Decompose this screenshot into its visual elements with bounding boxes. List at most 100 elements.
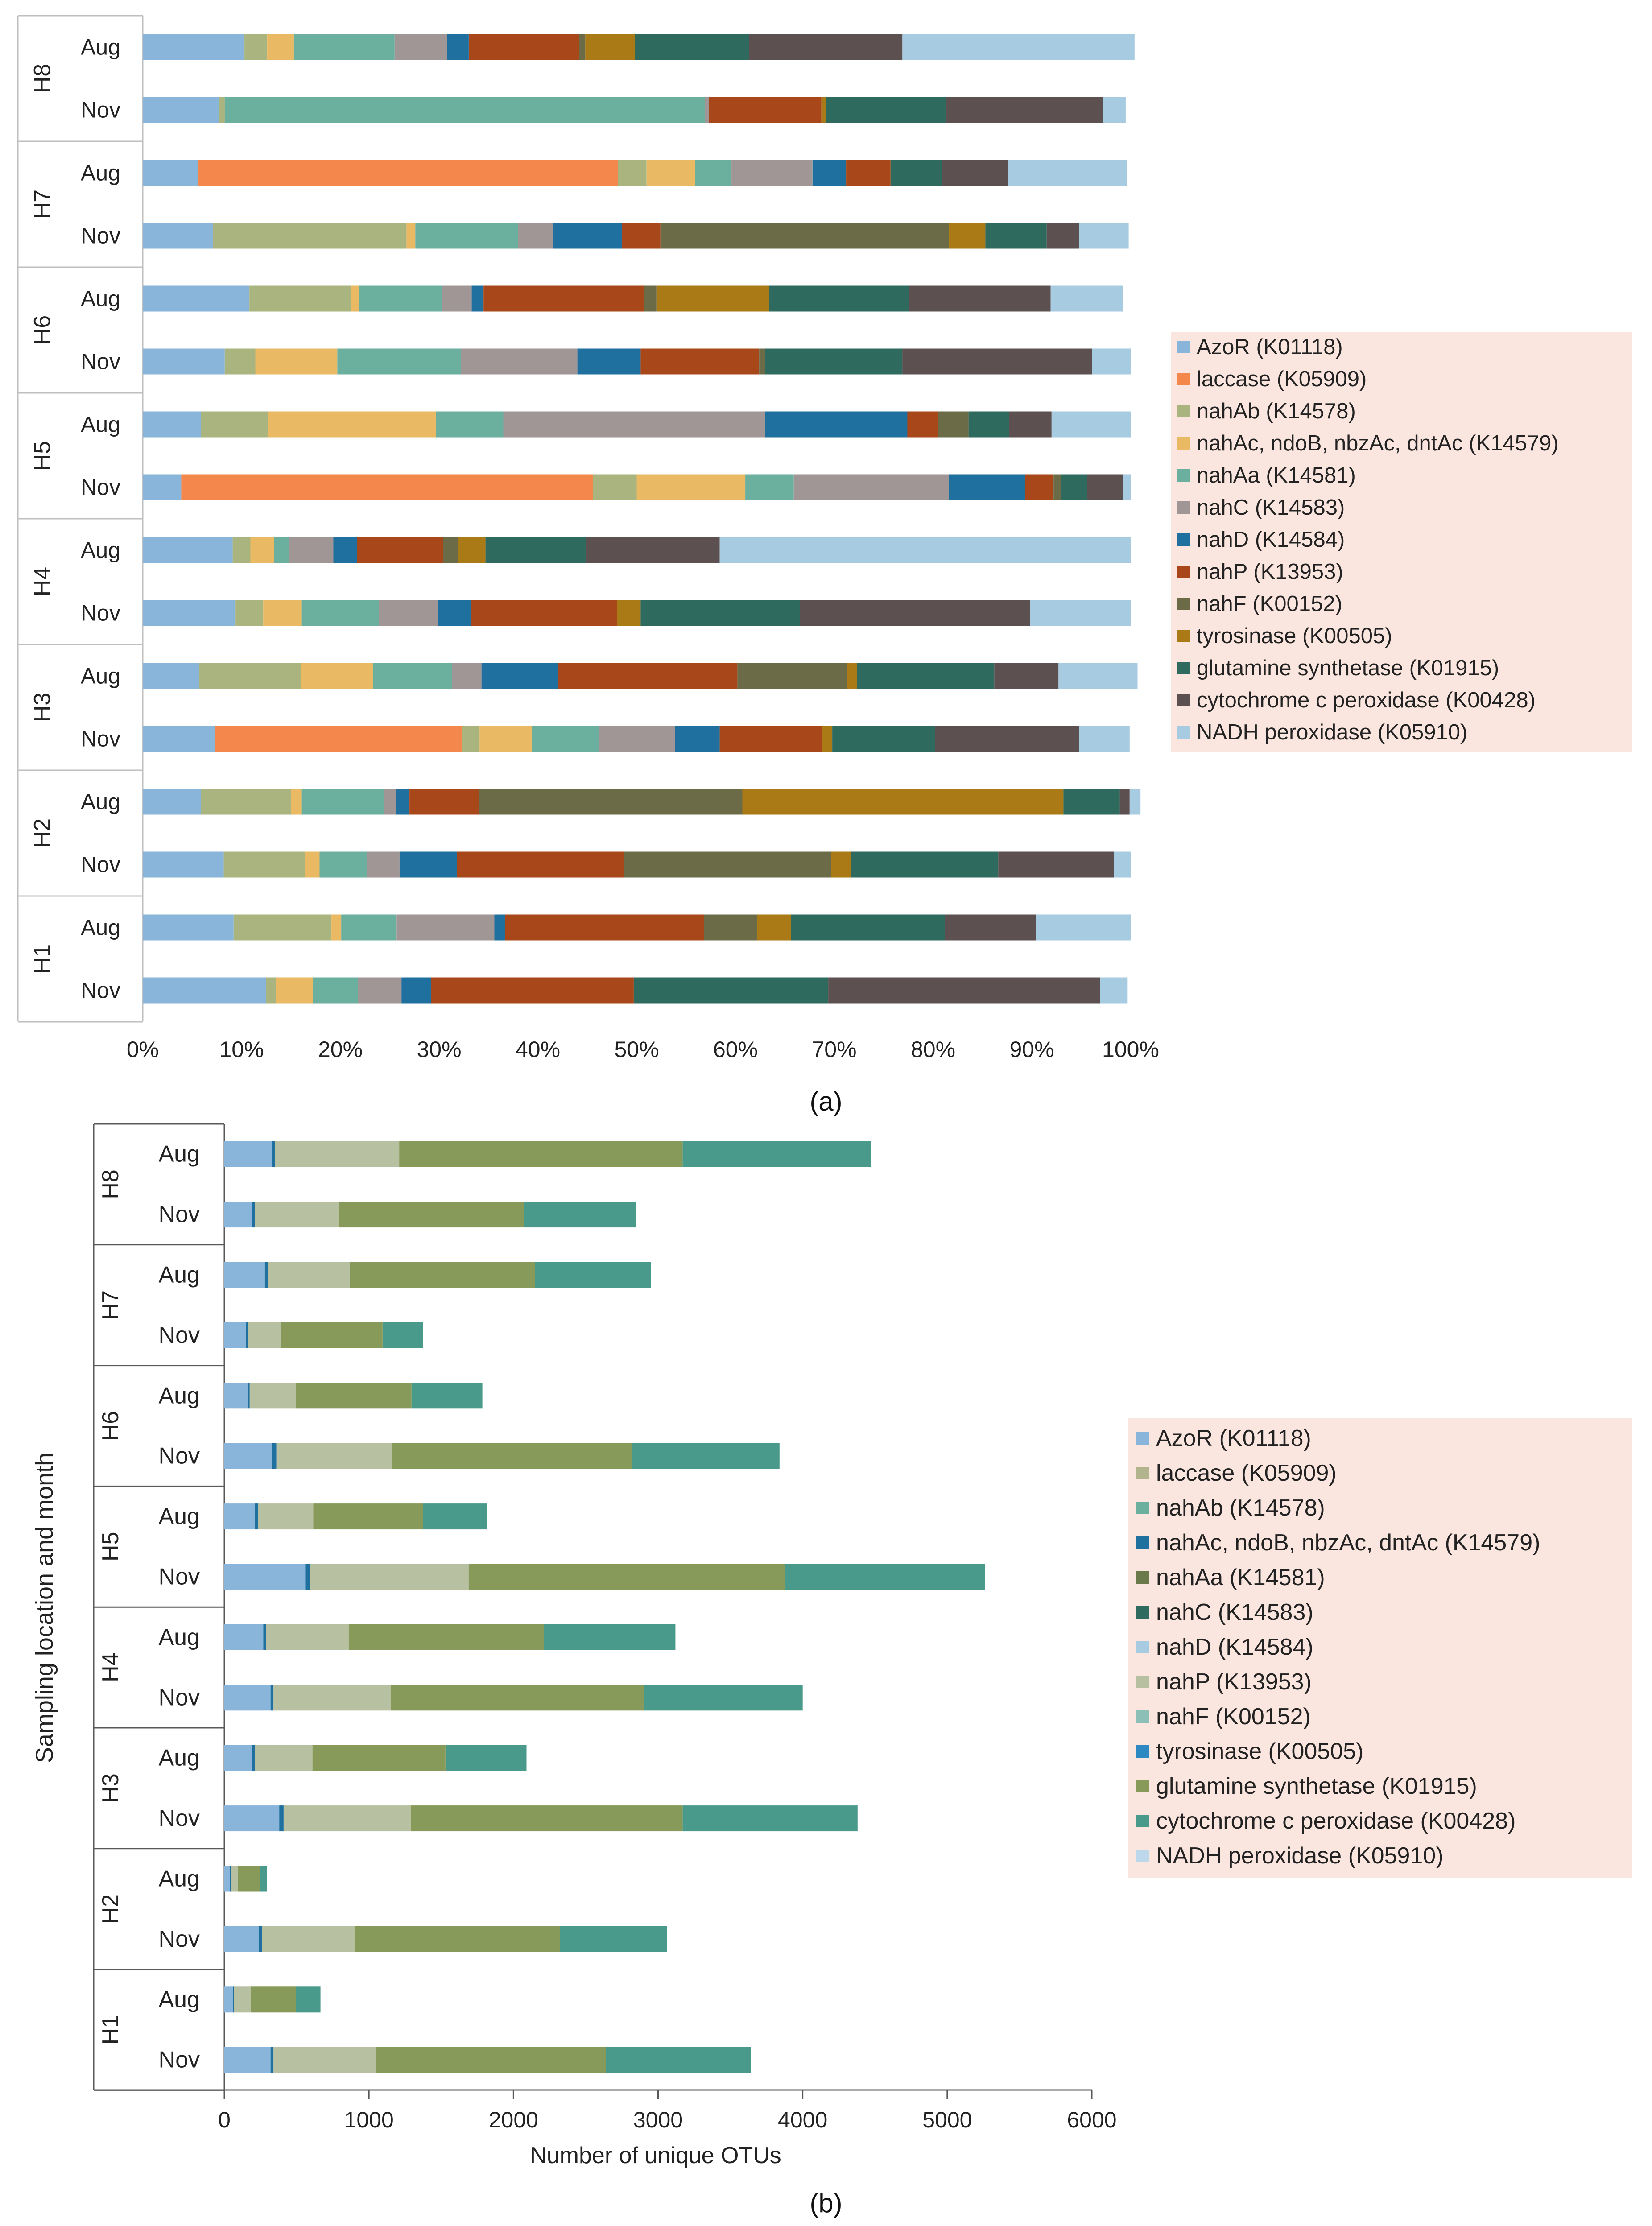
bar-segment <box>656 285 769 312</box>
bar-segment <box>793 474 949 500</box>
bar-segment <box>949 474 1025 500</box>
bar-segment <box>143 97 219 123</box>
bar-segment <box>757 914 791 941</box>
x-tick-label: 2000 <box>489 2107 538 2132</box>
bar-segment <box>376 2047 606 2073</box>
bar-segment <box>224 1564 306 1590</box>
bar-segment <box>224 1866 230 1892</box>
bar-segment <box>636 474 746 500</box>
row-label: Aug <box>81 412 120 437</box>
bar-segment <box>312 1745 446 1771</box>
bar-segment <box>831 851 851 878</box>
legend-entry: nahD (K14584) <box>1156 1634 1313 1660</box>
legend-entry: nahAb (K14578) <box>1156 1495 1325 1521</box>
bar-segment <box>1051 411 1131 438</box>
bar-segment <box>907 411 938 438</box>
row-label: Nov <box>81 349 120 374</box>
bar-segment <box>337 348 461 375</box>
bar-segment <box>373 663 452 689</box>
bar-segment <box>909 285 1051 312</box>
bar-segment <box>704 914 757 941</box>
row-label: Aug <box>81 286 120 311</box>
legend-swatch <box>1136 1815 1149 1827</box>
bar-segment <box>632 1443 780 1469</box>
bar-segment <box>143 789 201 815</box>
bar-segment <box>994 663 1059 689</box>
bar-segment <box>224 1624 264 1650</box>
x-tick-label: 0% <box>127 1037 159 1062</box>
bar-segment <box>1079 726 1130 752</box>
row-label: Nov <box>81 978 120 1003</box>
legend-entry: NADH peroxidase (K05910) <box>1197 720 1467 744</box>
legend-entry: nahF (K00152) <box>1156 1704 1311 1730</box>
group-label-h5: H5 <box>98 1532 124 1561</box>
row-label: Nov <box>81 601 120 626</box>
bar-segment <box>270 1685 274 1711</box>
group-label-h8: H8 <box>98 1169 124 1199</box>
bar-segment <box>293 34 395 60</box>
bar-segment <box>354 1926 560 1952</box>
legend-swatch <box>1177 533 1190 546</box>
bar-segment <box>1100 977 1128 1004</box>
legend-entry: nahD (K14584) <box>1197 528 1345 552</box>
bar-segment <box>443 537 458 563</box>
bar-segment <box>224 1926 259 1952</box>
bar-segment <box>264 1262 268 1288</box>
bar-segment <box>233 1986 234 2013</box>
x-tick-label: 0 <box>218 2107 231 2132</box>
x-axis-title: Number of unique OTUs <box>530 2143 781 2168</box>
group-label-h2: H2 <box>29 818 55 848</box>
bar-segment <box>252 1745 255 1771</box>
legend-entry: tyrosinase (K00505) <box>1156 1739 1363 1764</box>
group-label-h4: H4 <box>98 1652 124 1682</box>
bar-segment <box>270 2047 274 2073</box>
bar-segment <box>935 726 1079 752</box>
bar-segment <box>945 914 1036 941</box>
legend-swatch <box>1177 630 1190 642</box>
bar-segment <box>401 977 431 1004</box>
x-tick-label: 10% <box>219 1037 264 1062</box>
bar-segment <box>458 537 486 563</box>
group-label-h3: H3 <box>29 693 55 722</box>
legend-entry: glutamine synthetase (K01915) <box>1156 1773 1477 1799</box>
panel-label-a: (a) <box>809 1086 842 1116</box>
legend-entry: laccase (K05909) <box>1197 367 1367 391</box>
bar-segment <box>233 914 332 941</box>
bar-segment <box>143 411 201 438</box>
legend-entry: NADH peroxidase (K05910) <box>1156 1843 1444 1869</box>
bar-segment <box>1061 474 1087 500</box>
bar-segment <box>505 914 704 941</box>
bar-segment <box>266 1624 349 1650</box>
legend-entry: nahAa (K14581) <box>1156 1565 1325 1590</box>
row-label: Nov <box>159 1202 200 1227</box>
legend-entry: laccase (K05909) <box>1156 1460 1337 1486</box>
bar-segment <box>238 1866 260 1892</box>
bar-segment <box>201 411 268 438</box>
bar-segment <box>579 34 586 60</box>
legend-swatch <box>1136 1710 1149 1723</box>
bar-segment <box>617 600 641 626</box>
bar-segment <box>938 411 969 438</box>
bar-segment <box>263 1624 266 1650</box>
bar-segment <box>599 726 675 752</box>
bar-segment <box>832 726 935 752</box>
x-tick-label: 1000 <box>344 2107 394 2132</box>
bar-segment <box>310 1564 469 1590</box>
bar-segment <box>215 726 462 752</box>
bar-segment <box>266 977 277 1004</box>
bar-segment <box>224 1503 255 1530</box>
legend-swatch <box>1177 501 1190 514</box>
group-label-h7: H7 <box>29 190 55 219</box>
bar-segment <box>695 160 732 186</box>
bar-segment <box>1123 474 1131 500</box>
x-tick-label: 100% <box>1102 1037 1159 1062</box>
legend-swatch <box>1177 341 1190 353</box>
bar-segment <box>252 1202 255 1228</box>
bar-segment <box>461 348 578 375</box>
bar-segment <box>446 1745 527 1771</box>
bar-segment <box>586 537 720 563</box>
bar-segment <box>1087 474 1123 500</box>
bar-segment <box>143 285 250 312</box>
bar-segment <box>143 851 224 878</box>
